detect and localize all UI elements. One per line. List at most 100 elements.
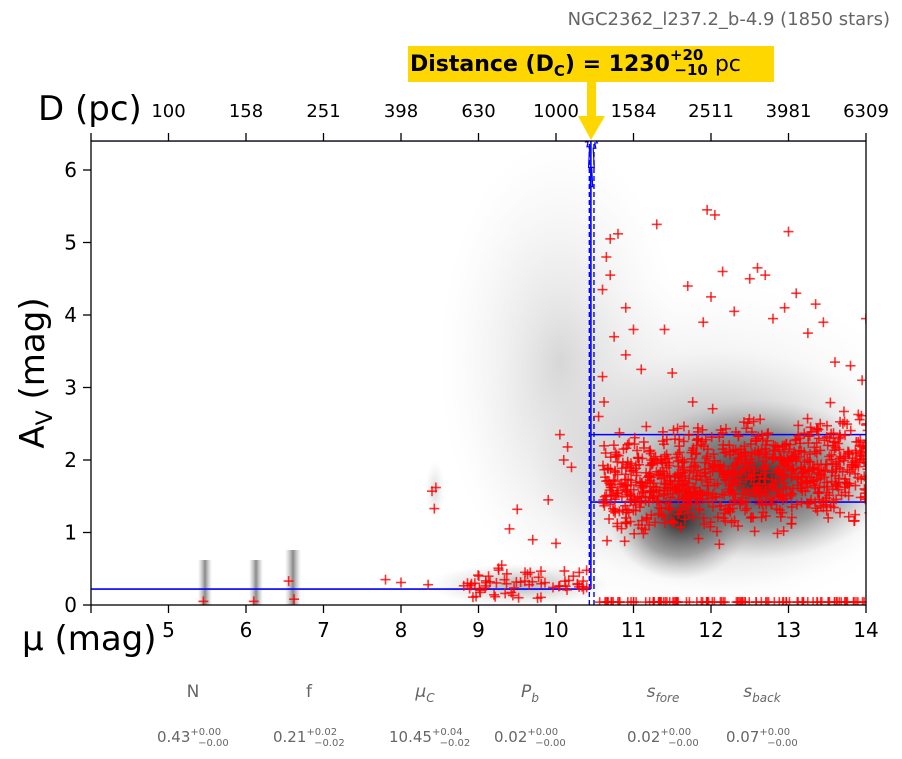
x-tick-label: 8 (395, 618, 408, 642)
star-marker (527, 534, 538, 545)
star-marker (511, 577, 522, 588)
star-marker (803, 431, 814, 442)
star-marker (778, 477, 789, 488)
star-marker (782, 455, 793, 466)
star-marker (749, 526, 760, 537)
star-marker (783, 226, 794, 237)
star-marker (843, 448, 854, 459)
star-marker (771, 485, 782, 496)
x-tick-label: 7 (317, 618, 330, 642)
star-marker (621, 443, 632, 454)
star-marker (674, 441, 685, 452)
star-marker (747, 457, 758, 468)
star-marker (670, 597, 681, 605)
star-marker (744, 413, 755, 424)
star-marker (628, 505, 639, 516)
star-marker (805, 422, 816, 433)
star-marker (829, 445, 840, 456)
star-marker (490, 591, 501, 602)
star-marker (741, 423, 752, 434)
star-marker (691, 597, 702, 605)
star-marker (682, 503, 693, 514)
star-marker (694, 504, 705, 515)
star-marker (826, 476, 837, 487)
star-marker (629, 439, 640, 450)
top-tick-label: 1000 (533, 101, 579, 122)
star-marker (768, 445, 779, 456)
star-marker (761, 485, 772, 496)
star-marker (769, 597, 780, 605)
star-marker (430, 482, 441, 493)
star-marker (599, 397, 610, 407)
star-marker (712, 460, 723, 471)
star-marker (683, 498, 694, 509)
star-marker (719, 447, 730, 458)
star-marker (818, 317, 829, 328)
star-marker (749, 487, 760, 498)
star-marker (781, 438, 792, 449)
star-marker (840, 487, 851, 498)
star-marker (574, 567, 585, 578)
star-marker (668, 518, 679, 529)
star-marker (804, 465, 815, 476)
star-marker (839, 597, 850, 605)
star-marker (605, 233, 616, 244)
star-marker (646, 455, 657, 466)
star-marker (845, 360, 856, 371)
star-marker (841, 477, 852, 488)
star-marker (724, 487, 735, 498)
star-marker (651, 219, 662, 230)
star-marker (792, 474, 803, 485)
top-tick-label: 6309 (843, 101, 889, 122)
y-tick-label: 0 (64, 593, 77, 617)
star-marker (791, 499, 802, 510)
star-marker (678, 436, 689, 447)
star-marker (833, 484, 844, 495)
star-marker (634, 476, 645, 487)
star-marker (732, 457, 743, 468)
distance-plus: +20 (670, 46, 703, 64)
star-marker (744, 273, 755, 284)
star-marker (617, 505, 628, 516)
star-marker (628, 597, 639, 605)
star-marker (489, 589, 500, 600)
star-marker (636, 491, 647, 502)
star-marker (703, 487, 714, 498)
star-marker (622, 456, 633, 467)
star-marker (724, 440, 735, 451)
star-marker (763, 428, 774, 439)
star-marker (775, 511, 786, 522)
star-marker (777, 507, 788, 518)
star-marker (804, 456, 815, 467)
star-marker (738, 417, 749, 428)
star-marker (828, 436, 839, 447)
top-tick-label: 398 (384, 101, 418, 122)
star-marker (792, 597, 803, 605)
star-marker (683, 430, 694, 441)
param-5: sback 0.07+0.00 −0.00 (726, 682, 798, 749)
star-marker (536, 578, 547, 589)
star-marker (625, 496, 636, 507)
star-marker (702, 451, 713, 462)
star-marker (673, 509, 684, 520)
star-marker (659, 478, 670, 489)
star-marker (849, 516, 860, 527)
star-marker (862, 429, 866, 432)
star-marker (833, 438, 844, 449)
star-marker (861, 420, 866, 431)
star-marker (760, 487, 771, 498)
star-marker (612, 521, 623, 532)
star-marker (863, 461, 866, 464)
star-marker (701, 453, 712, 464)
star-marker (810, 299, 821, 310)
star-marker (796, 472, 807, 483)
star-marker (701, 597, 712, 605)
star-marker (707, 489, 718, 500)
star-marker (645, 445, 656, 456)
star-marker (559, 565, 570, 576)
star-marker (812, 467, 823, 478)
star-marker (644, 470, 655, 481)
star-marker (825, 501, 836, 512)
star-marker (796, 445, 807, 456)
star-marker (793, 420, 804, 431)
